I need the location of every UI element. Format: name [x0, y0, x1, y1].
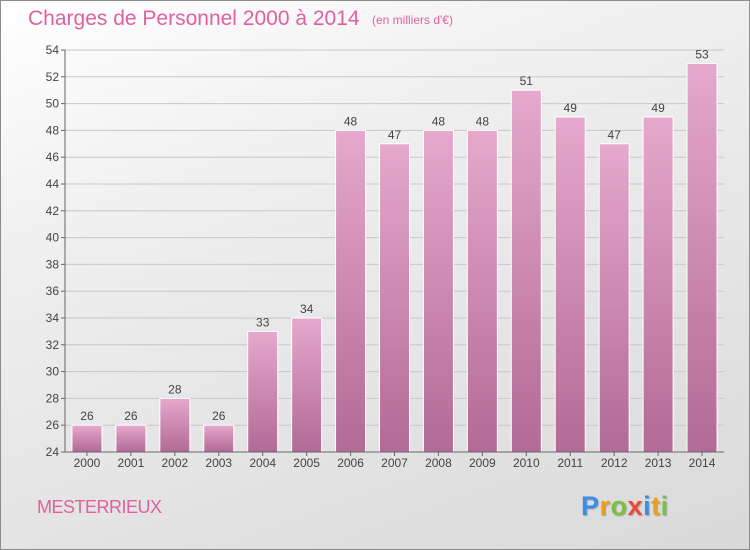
x-tick-label: 2011	[557, 456, 583, 470]
axes	[61, 49, 724, 456]
x-tick-label: 2002	[161, 456, 188, 470]
bar-value-label: 47	[607, 128, 621, 142]
bar-2014	[686, 62, 718, 453]
bar-2013	[642, 116, 674, 453]
bar-value-label: 28	[168, 382, 182, 396]
y-tick-label: 48	[46, 123, 60, 137]
bar-value-label: 49	[564, 101, 578, 115]
bar-2007	[379, 143, 410, 453]
y-tick-label: 52	[46, 70, 60, 84]
y-tick-label: 34	[46, 311, 60, 325]
labels: 24 26 28 30 32 34 36 38 40 42 44 46 48 50 52 54 26 2000 26…	[46, 43, 716, 470]
y-tick-label: 32	[46, 338, 60, 352]
bar-value-label: 26	[212, 409, 226, 423]
commune-name: MESTERRIEUX	[37, 497, 162, 517]
chart-title: Charges de Personnel 2000 à 2014	[28, 7, 360, 30]
bar-value-label: 34	[300, 302, 314, 316]
bar-2011	[554, 116, 586, 453]
y-tick-label: 46	[46, 150, 60, 164]
bar-value-label: 33	[256, 315, 270, 329]
bar-value-label: 48	[344, 114, 358, 128]
bar-2001	[115, 424, 147, 453]
x-tick-label: 2005	[293, 456, 320, 470]
x-tick-label: 2008	[425, 456, 452, 470]
bar-2004	[247, 330, 279, 453]
bar-2009	[466, 129, 498, 453]
x-tick-label: 2013	[645, 456, 672, 470]
y-tick-label: 42	[46, 204, 60, 218]
bar-2012	[598, 143, 630, 453]
brand-letter: o	[610, 491, 628, 521]
x-tick-label: 2006	[337, 456, 364, 470]
bar-value-label: 53	[695, 47, 709, 61]
x-tick-label: 2010	[513, 456, 540, 470]
bar-value-label: 49	[651, 101, 665, 115]
bars	[71, 62, 718, 453]
y-tick-label: 24	[46, 445, 60, 459]
bar-value-label: 26	[124, 409, 138, 423]
x-tick-label: 2009	[469, 456, 496, 470]
brand-letter: i	[643, 491, 652, 521]
bar-2003	[203, 424, 235, 453]
proxiti-logo[interactable]: Proxiti	[581, 491, 669, 522]
x-tick-label: 2007	[381, 456, 408, 470]
brand-letter: x	[627, 491, 644, 521]
bar-2010	[510, 89, 542, 453]
bar-2000	[71, 424, 103, 453]
x-tick-label: 2003	[205, 456, 232, 470]
y-tick-label: 28	[46, 391, 60, 405]
y-tick-label: 38	[46, 257, 60, 271]
x-tick-label: 2000	[74, 456, 101, 470]
bar-2005	[291, 317, 323, 453]
x-tick-label: 2014	[689, 456, 716, 470]
brand-letter: i	[660, 491, 669, 521]
bar-2006	[335, 129, 367, 453]
brand-letter: P	[581, 491, 600, 521]
bar-value-label: 26	[80, 409, 94, 423]
chart-subtitle: (en milliers d'€)	[372, 13, 453, 27]
x-tick-label: 2001	[118, 456, 145, 470]
y-tick-label: 50	[46, 97, 60, 111]
y-tick-label: 54	[46, 43, 60, 57]
y-tick-label: 40	[46, 231, 60, 245]
y-tick-label: 36	[46, 284, 60, 298]
bar-value-label: 51	[520, 74, 534, 88]
brand-letter: r	[599, 491, 611, 521]
bar-2002	[159, 397, 191, 453]
bar-value-label: 47	[388, 128, 402, 142]
y-tick-label: 30	[46, 365, 60, 379]
bar-2008	[422, 129, 454, 453]
x-tick-label: 2012	[601, 456, 628, 470]
brand-letter: t	[651, 491, 661, 521]
y-tick-label: 26	[46, 418, 60, 432]
x-tick-label: 2004	[249, 456, 276, 470]
bar-value-label: 48	[476, 114, 490, 128]
bar-value-label: 48	[432, 114, 446, 128]
y-tick-label: 44	[46, 177, 60, 191]
